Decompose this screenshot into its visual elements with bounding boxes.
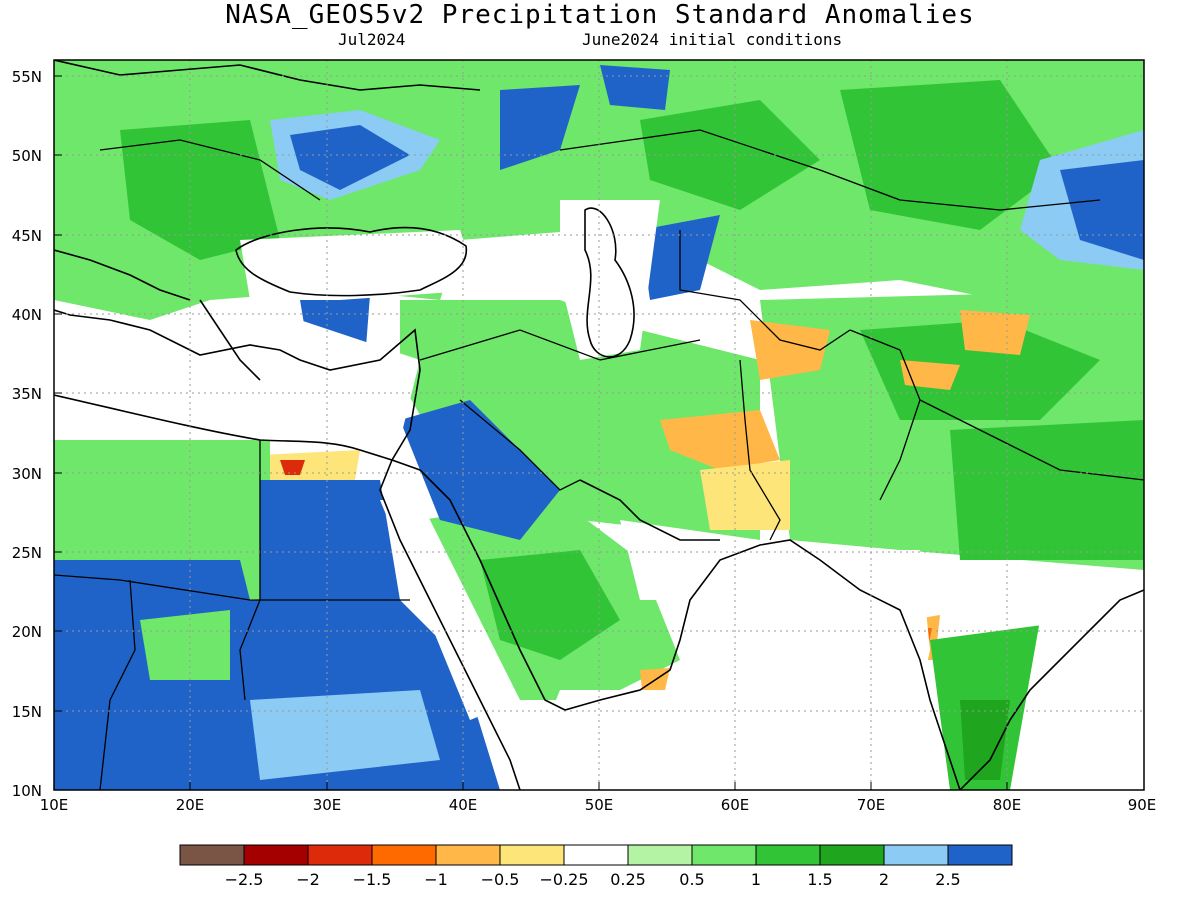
colorbar-label: −1.5 [353,870,392,889]
map-title: NASA_GEOS5v2 Precipitation Standard Anom… [225,0,975,30]
y-tick-label: 50N [12,147,42,165]
y-tick-label: 40N [12,306,42,324]
colorbar-label: 1 [751,870,761,889]
y-tick-label: 20N [12,623,42,641]
colorbar-swatch [499,844,565,866]
colorbar-swatch [435,844,501,866]
colorbar-label: 1.5 [807,870,832,889]
colorbar-label: 2 [879,870,889,889]
forecast-month: Jul2024 [338,30,406,49]
axis-ticks [53,75,1145,791]
y-tick-label: 10N [12,782,42,800]
y-tick-label: 15N [12,703,42,721]
y-tick-label: 35N [12,385,42,403]
colorbar-label: −0.25 [539,870,588,889]
y-tick-label: 25N [12,544,42,562]
colorbar-swatch [179,844,245,866]
x-tick-label: 70E [857,796,886,814]
colorbar-swatch [563,844,629,866]
country-borders [54,129,1144,790]
colorbar [179,844,1013,866]
y-tick-label: 30N [12,465,42,483]
colorbar-swatch [819,844,885,866]
colorbar-swatch [755,844,821,866]
coastlines [54,60,1144,790]
x-tick-label: 30E [313,796,342,814]
colorbar-label: 0.25 [610,870,646,889]
colorbar-label: −2.5 [225,870,264,889]
x-tick-label: 40E [449,796,478,814]
y-tick-label: 55N [12,68,42,86]
colorbar-swatch [883,844,949,866]
colorbar-swatch [691,844,757,866]
x-tick-label: 10E [40,796,69,814]
colorbar-swatch [243,844,309,866]
colorbar-label: −1 [424,870,448,889]
colorbar-swatch [307,844,373,866]
x-tick-label: 80E [993,796,1022,814]
colorbar-label: −2 [296,870,320,889]
colorbar-swatch [627,844,693,866]
y-tick-label: 45N [12,227,42,245]
y-tick-labels: 10N 15N 20N 25N 30N 35N 40N 45N 50N 55N [12,68,42,800]
x-tick-label: 50E [585,796,614,814]
colorbar-labels: −2.5 −2 −1.5 −1 −0.5 −0.25 0.25 0.5 1 1.5 2 2.5 [225,870,961,889]
colorbar-swatch [947,844,1013,866]
colorbar-label: −0.5 [481,870,520,889]
colorbar-swatch [371,844,437,866]
initial-conditions: June2024 initial conditions [582,30,843,49]
x-tick-labels: 10E 20E 30E 40E 50E 60E 70E 80E 90E [40,796,1157,814]
grid-lines [54,60,1144,790]
x-tick-label: 60E [721,796,750,814]
colorbar-label: 2.5 [935,870,960,889]
x-tick-label: 90E [1128,796,1157,814]
anomaly-field [54,60,1144,790]
x-tick-label: 20E [176,796,205,814]
colorbar-label: 0.5 [679,870,704,889]
